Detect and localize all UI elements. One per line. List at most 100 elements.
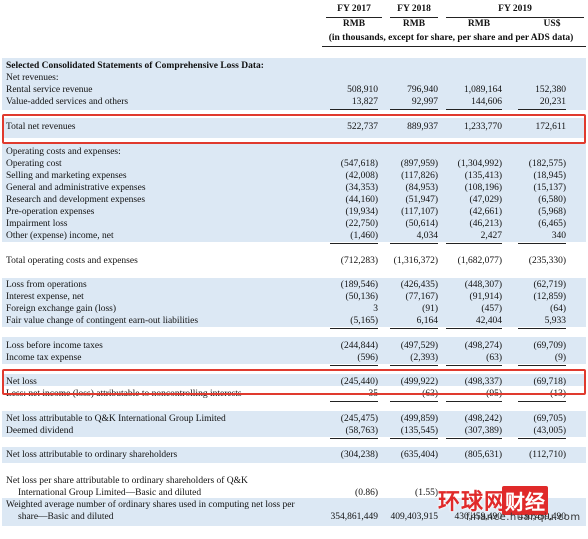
- row-value: (84,953): [405, 183, 438, 193]
- row-value: 889,937: [407, 122, 438, 132]
- header-rule-fy2017: [326, 17, 382, 18]
- row-label: Weighted average number of ordinary shar…: [6, 500, 295, 510]
- row-value: (108,196): [464, 183, 502, 193]
- row-label: Pre-operation expenses: [6, 207, 95, 217]
- row-value: (245,475): [340, 414, 378, 424]
- unit-fy2019-rmb: RMB: [467, 19, 491, 29]
- subtotal-underline: [330, 328, 378, 329]
- row-value: 522,737: [347, 122, 378, 132]
- watermark-section: 财经: [502, 486, 548, 515]
- row-label: Net revenues:: [6, 73, 59, 83]
- row-value: 430,459,490: [454, 512, 503, 522]
- row-label: share—Basic and diluted: [18, 512, 114, 522]
- row-value: 354,861,449: [330, 512, 379, 522]
- row-label: Income tax expense: [6, 353, 82, 363]
- subtotal-underline: [446, 109, 502, 110]
- row-value: (77,167): [405, 292, 438, 302]
- subtotal-underline: [446, 328, 502, 329]
- row-value: 430,459,490: [518, 512, 567, 522]
- row-label: Selected Consolidated Statements of Comp…: [6, 61, 264, 71]
- row-value: (117,826): [401, 171, 438, 181]
- header-bottom-rule: [322, 46, 586, 47]
- row-label: Net loss attributable to Q&K Internation…: [6, 414, 226, 424]
- subtotal-underline: [330, 243, 378, 244]
- row-value: (897,959): [400, 159, 438, 169]
- row-value: 508,910: [347, 85, 378, 95]
- row-value: 13,827: [351, 97, 378, 107]
- row-value: (182,575): [528, 159, 566, 169]
- row-value: 144,606: [471, 97, 502, 107]
- row-label: Net loss attributable to ordinary shareh…: [6, 450, 178, 460]
- header-fy2019: FY 2019: [498, 4, 532, 14]
- row-label: Interest expense, net: [6, 292, 84, 302]
- row-value: (547,618): [340, 159, 378, 169]
- row-value: (117,107): [401, 207, 438, 217]
- row-value: (18,945): [533, 171, 566, 181]
- row-value: (69,705): [533, 414, 566, 424]
- row-label: Selling and marketing expenses: [6, 171, 127, 181]
- row-value: (498,274): [464, 341, 502, 351]
- row-label: General and administrative expenses: [6, 183, 146, 193]
- row-value: 1,089,164: [464, 85, 502, 95]
- watermark-brand: 环球网: [438, 490, 508, 515]
- row-value: 20,231: [539, 97, 566, 107]
- header-fy2018: FY 2018: [397, 4, 431, 14]
- row-value: (47,029): [469, 195, 502, 205]
- subtotal-underline: [518, 243, 566, 244]
- highlight-net-loss: [2, 369, 586, 395]
- row-value: (307,389): [464, 426, 502, 436]
- row-label: Operating costs and expenses:: [6, 147, 121, 157]
- row-value: (135,413): [464, 171, 502, 181]
- row-shade-band: [2, 58, 586, 110]
- subtotal-underline: [330, 401, 378, 402]
- row-value: (1,682,077): [457, 256, 502, 266]
- row-value: (22,750): [345, 219, 378, 229]
- row-value: (0.86): [355, 488, 378, 498]
- row-value: 172,611: [535, 122, 566, 132]
- row-value: (6,465): [538, 219, 566, 229]
- watermark-logo: 环球网 财经 finance.huanqiu.com: [438, 484, 584, 528]
- subtotal-underline: [330, 109, 378, 110]
- row-value: 409,403,915: [390, 512, 439, 522]
- row-value: (50,614): [405, 219, 438, 229]
- row-value: (1,316,372): [393, 256, 438, 266]
- row-label: Other (expense) income, net: [6, 231, 114, 241]
- subtotal-underline: [446, 243, 502, 244]
- subtotal-underline: [390, 438, 438, 439]
- row-shade-band: [2, 278, 586, 327]
- row-value: (304,238): [340, 450, 378, 460]
- row-value: (1,460): [350, 231, 378, 241]
- row-value: (596): [357, 353, 378, 363]
- row-value: (58,763): [345, 426, 378, 436]
- subtotal-underline: [446, 401, 502, 402]
- row-value: (5,968): [538, 207, 566, 217]
- row-shade-band: [2, 498, 586, 526]
- row-label: Value-added services and others: [6, 97, 129, 107]
- row-value: 2,427: [480, 231, 502, 241]
- row-value: (34,353): [345, 183, 378, 193]
- row-shade-band: [2, 447, 586, 463]
- row-value: (15,137): [533, 183, 566, 193]
- row-value: 42,404: [475, 316, 502, 326]
- unit-fy2019-usd: US$: [543, 19, 561, 29]
- subtotal-underline: [518, 109, 566, 110]
- row-label: Fair value change of contingent earn-out…: [6, 316, 199, 326]
- row-value: 5,933: [544, 316, 566, 326]
- row-value: 152,380: [535, 85, 566, 95]
- row-value: (6,580): [538, 195, 566, 205]
- row-value: (5,165): [350, 316, 378, 326]
- header-rule-fy2019: [446, 17, 584, 18]
- row-value: (62,719): [533, 280, 566, 290]
- row-value: (112,710): [529, 450, 566, 460]
- unit-fy2017: RMB: [342, 19, 366, 29]
- watermark-domain: finance.huanqiu.com: [466, 512, 581, 523]
- row-shade-band: [2, 337, 586, 364]
- row-label: Research and development expenses: [6, 195, 146, 205]
- row-value: (19,934): [345, 207, 378, 217]
- subtotal-underline: [330, 365, 378, 366]
- row-value: (43,005): [533, 426, 566, 436]
- subtotal-underline: [518, 365, 566, 366]
- row-value: (244,844): [340, 341, 378, 351]
- row-value: (2,393): [410, 353, 438, 363]
- row-value: (51,947): [405, 195, 438, 205]
